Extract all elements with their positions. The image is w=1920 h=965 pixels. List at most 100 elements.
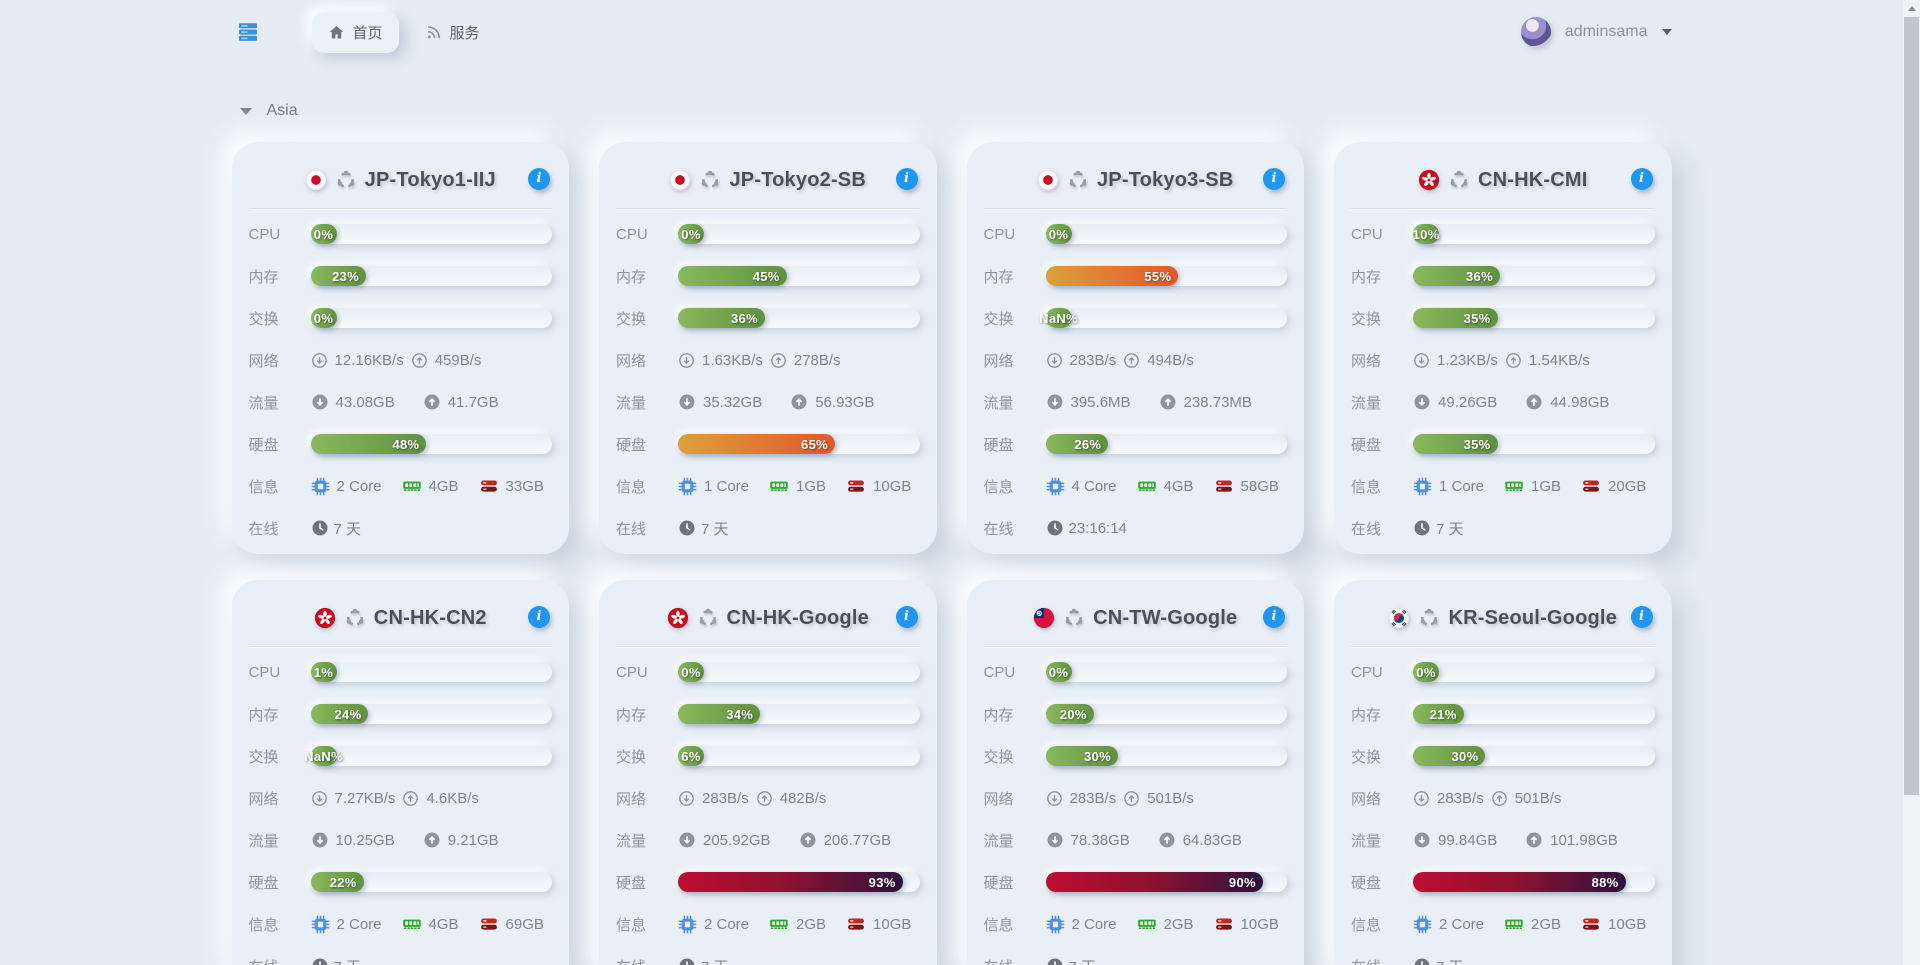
info-icon[interactable]: i	[1263, 606, 1285, 628]
cpu-percent: 1%	[313, 664, 334, 680]
download-circle-filled-icon	[1046, 393, 1064, 411]
info-icon[interactable]: i	[895, 606, 918, 628]
memory-progressbar: 23%	[310, 266, 552, 286]
info-icon[interactable]: i	[1630, 168, 1653, 190]
memory-label: 内存	[983, 706, 1014, 724]
navbar: 首页 服务 adminsama	[232, 0, 1672, 64]
info-label: 信息	[248, 916, 279, 934]
clock-icon	[311, 519, 329, 537]
traffic-label: 流量	[983, 832, 1014, 850]
network-row: 网络 283B/s 501B/s	[1349, 777, 1657, 819]
divider	[983, 646, 1287, 647]
network-down-value: 283B/s	[1069, 351, 1117, 369]
info-icon[interactable]: i	[528, 606, 550, 628]
info-disk-value: 10GB	[1240, 915, 1279, 933]
cpu-label: CPU	[1351, 225, 1383, 243]
memory-row: 内存 45%	[614, 255, 922, 297]
traffic-row: 流量 43.08GB 41.7GB	[247, 381, 555, 423]
os-icon	[700, 170, 720, 190]
info-icon[interactable]: i	[1263, 168, 1285, 190]
country-flag-icon	[1033, 607, 1055, 629]
swap-label: 交换	[983, 748, 1014, 766]
online-value: 7 天	[333, 520, 362, 538]
swap-progressbar: 35%	[1413, 308, 1655, 328]
country-flag-icon	[1418, 169, 1440, 191]
network-up-value: 482B/s	[779, 789, 827, 807]
download-circle-filled-icon	[1413, 831, 1431, 849]
disk-label: 硬盘	[616, 874, 647, 892]
server-stack-icon[interactable]	[236, 20, 260, 44]
info-icon[interactable]: i	[895, 168, 918, 190]
info-label: 信息	[248, 478, 279, 496]
cpu-progress-fill: 0%	[678, 224, 704, 244]
download-circle-outline-icon	[311, 352, 328, 369]
network-down-value: 7.27KB/s	[334, 789, 396, 807]
memory-progressbar: 24%	[310, 704, 552, 724]
disk-stack-icon	[1581, 914, 1601, 934]
scrollbar[interactable]	[1903, 0, 1920, 965]
traffic-down-value: 10.25GB	[335, 831, 395, 849]
disk-progressbar: 65%	[678, 434, 920, 454]
cpu-row: CPU 0%	[614, 651, 922, 693]
download-circle-outline-icon	[1046, 352, 1063, 369]
online-row: 在线 7 天	[982, 945, 1290, 965]
traffic-down-value: 99.84GB	[1438, 831, 1498, 849]
info-icon[interactable]: i	[1630, 606, 1653, 628]
cpu-progressbar: 0%	[1045, 662, 1287, 682]
cpu-label: CPU	[248, 663, 281, 681]
tab-home[interactable]: 首页	[311, 11, 399, 53]
disk-label: 硬盘	[983, 436, 1014, 454]
memory-progressbar: 20%	[1045, 704, 1287, 724]
scrollbar-up-arrow[interactable]	[1903, 0, 1920, 17]
online-value: 7 天	[1069, 956, 1097, 965]
disk-stack-icon	[1581, 476, 1601, 496]
divider	[248, 646, 552, 647]
user-menu[interactable]: adminsama	[1520, 17, 1672, 47]
tab-services[interactable]: 服务	[409, 12, 496, 53]
disk-progressbar: 26%	[1045, 434, 1287, 454]
download-circle-filled-icon	[678, 831, 696, 849]
memory-row: 内存 36%	[1349, 255, 1657, 297]
home-icon	[328, 24, 345, 41]
disk-row: 硬盘 22%	[247, 861, 555, 903]
traffic-label: 流量	[1351, 394, 1382, 412]
info-row: 信息 2 Core	[247, 903, 555, 945]
info-icon[interactable]: i	[528, 168, 550, 190]
info-row: 信息 1 Core	[614, 465, 922, 507]
upload-circle-outline-icon	[411, 352, 428, 369]
section-asia-toggle[interactable]: Asia	[232, 102, 1672, 120]
download-circle-outline-icon	[311, 790, 328, 807]
info-disk-value: 20GB	[1608, 477, 1647, 495]
cpu-label: CPU	[983, 663, 1016, 681]
clock-icon	[311, 957, 329, 965]
disk-label: 硬盘	[1351, 874, 1382, 892]
network-down-value: 1.23KB/s	[1437, 351, 1498, 369]
scrollbar-thumb[interactable]	[1904, 17, 1919, 795]
section-title: Asia	[266, 102, 298, 119]
online-label: 在线	[248, 520, 279, 538]
cpu-percent: 0%	[1048, 664, 1069, 680]
country-flag-icon	[667, 607, 689, 629]
os-icon	[1068, 170, 1088, 190]
online-label: 在线	[983, 520, 1014, 538]
online-row: 在线 7 天	[247, 507, 555, 549]
swap-percent: 30%	[1084, 748, 1111, 764]
disk-progressbar: 22%	[310, 872, 552, 892]
memory-row: 内存 20%	[982, 693, 1290, 735]
info-row: 信息 2 Core	[614, 903, 922, 945]
cpu-percent: 10%	[1412, 226, 1440, 242]
memory-progress-fill: 34%	[678, 704, 761, 724]
disk-row: 硬盘 48%	[247, 423, 555, 465]
os-icon	[1064, 608, 1084, 628]
network-label: 网络	[1351, 790, 1382, 808]
cpu-row: CPU 0%	[982, 651, 1290, 693]
swap-label: 交换	[1351, 310, 1382, 328]
upload-circle-outline-icon	[1505, 352, 1522, 369]
disk-progressbar: 90%	[1045, 872, 1287, 892]
cpu-progress-fill: 1%	[310, 662, 337, 682]
disk-row: 硬盘 88%	[1349, 861, 1657, 903]
cpu-chip-icon	[1413, 915, 1432, 934]
rss-icon	[425, 24, 442, 41]
traffic-down-value: 395.6MB	[1070, 393, 1131, 411]
traffic-label: 流量	[616, 832, 647, 850]
